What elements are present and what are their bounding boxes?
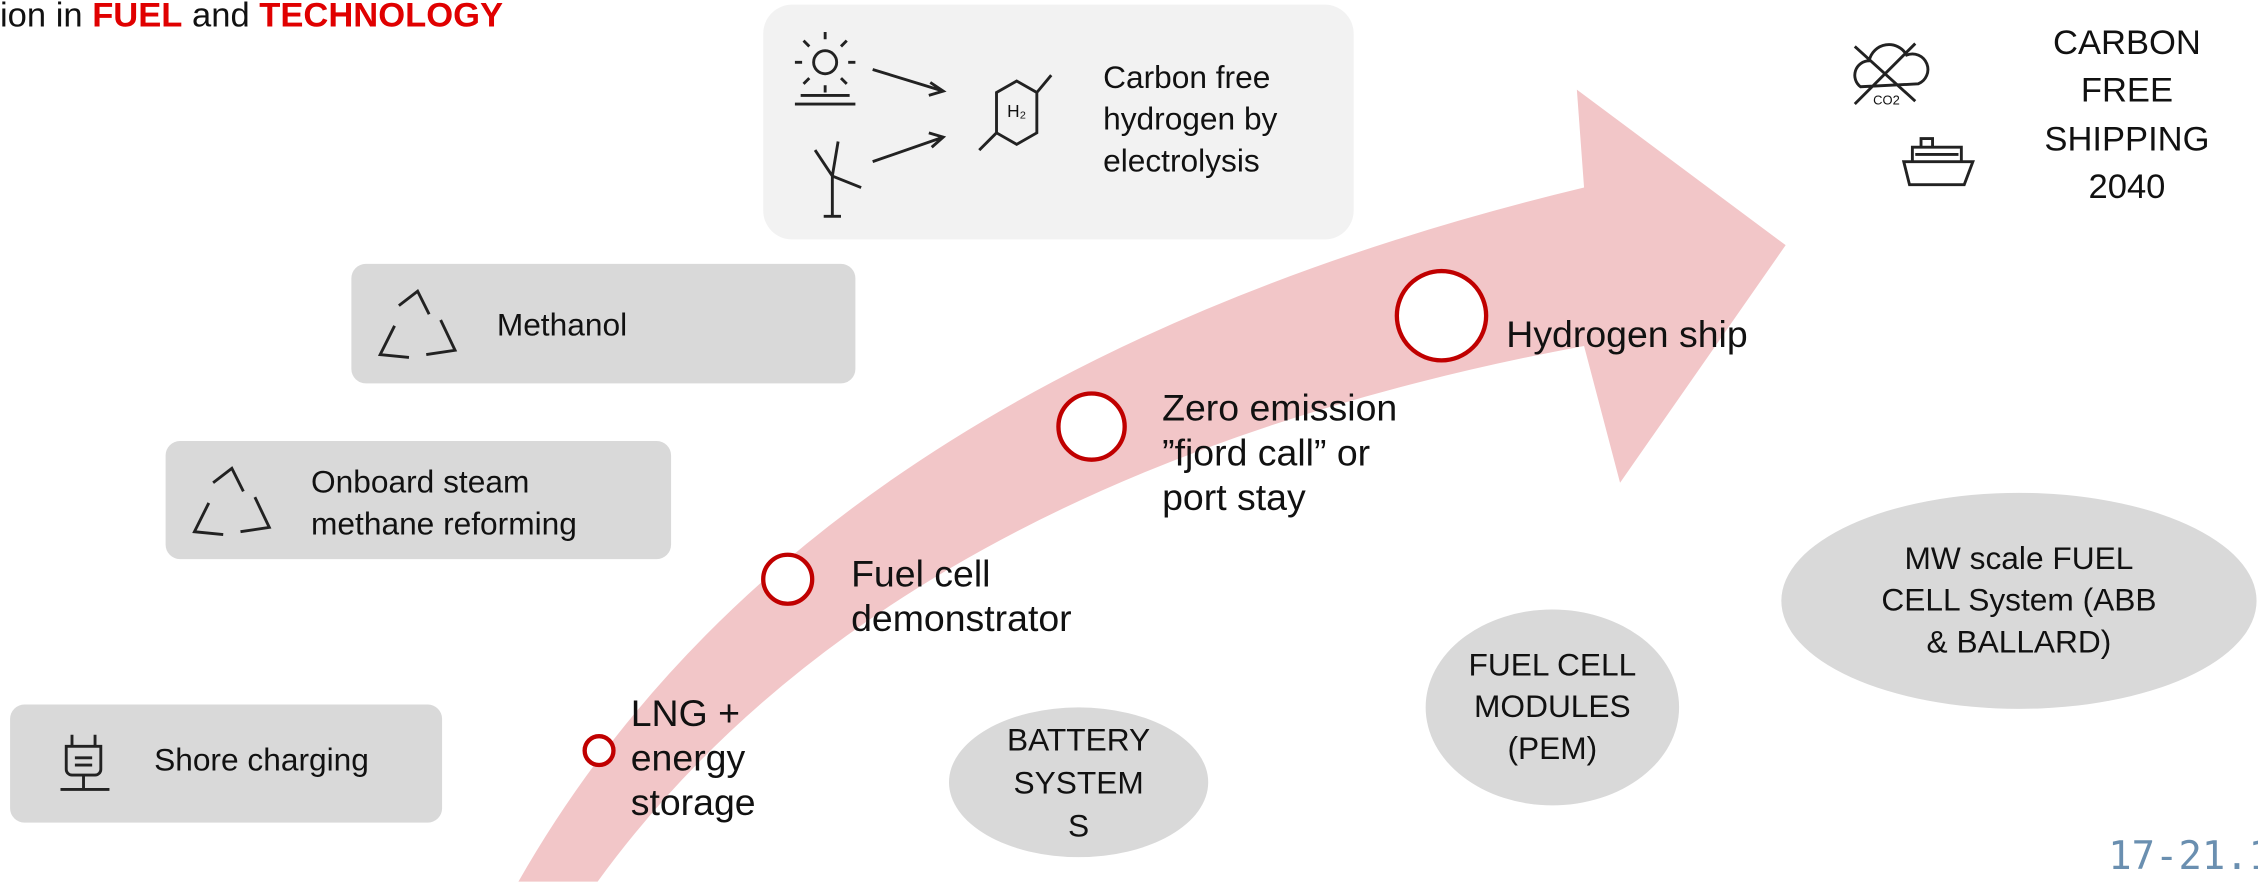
goal-label: 2040 — [2089, 168, 2166, 206]
fuel-label: methane reforming — [311, 505, 577, 541]
milestone-label: energy — [631, 737, 746, 779]
milestone-label: port stay — [1162, 476, 1306, 518]
hydrogen-icon — [978, 74, 1053, 152]
header-technology: TECHNOLOGY — [259, 0, 503, 35]
technology-label: SYSTEM — [1013, 765, 1143, 801]
fuel-label: Shore charging — [154, 742, 369, 778]
goal-label: SHIPPING — [2044, 121, 2209, 159]
fuel-box — [763, 4, 1354, 240]
technology-label: S — [1068, 808, 1089, 844]
milestone-label: demonstrator — [851, 597, 1072, 639]
milestone-marker — [582, 734, 616, 768]
fuel-box — [10, 704, 443, 823]
header: ion in FUEL and TECHNOLOGY — [0, 0, 503, 35]
goal-label: FREE — [2081, 72, 2173, 110]
co2-icon-part — [1853, 42, 1930, 106]
sun-icon-part — [812, 49, 839, 76]
goal-label: CARBON — [2053, 24, 2201, 62]
milestone-marker — [1394, 268, 1489, 363]
fuel-label: Onboard steam — [311, 464, 529, 500]
technology-label: BATTERY — [1007, 721, 1150, 757]
milestone-label: LNG + — [631, 692, 740, 734]
co2-icon-label: CO2 — [1873, 93, 1900, 108]
technology-label: CELL System (ABB — [1881, 582, 2156, 618]
milestone-marker — [1056, 391, 1127, 462]
arrows-icon — [872, 68, 947, 163]
sun-icon — [794, 32, 856, 106]
wind-turbine-icon-part — [813, 141, 862, 218]
technology-bubble — [948, 707, 1209, 858]
milestone-label: Zero emission — [1162, 387, 1397, 429]
hydrogen-symbol: H₂ — [1007, 101, 1026, 121]
fuel-label: Methanol — [497, 307, 627, 343]
technology-label: (PEM) — [1508, 730, 1598, 766]
milestone-label: Fuel cell — [851, 552, 990, 594]
hydrogen-icon-part — [978, 74, 1053, 152]
header-prefix: ion in — [0, 0, 83, 35]
co2-icon — [1853, 42, 1930, 106]
technology-label: MODULES — [1474, 688, 1631, 724]
fuel-box — [165, 441, 672, 560]
fuel-label: Carbon free — [1103, 59, 1270, 95]
fuel-label: electrolysis — [1103, 142, 1260, 178]
milestone-label: ”fjord call” or — [1162, 431, 1370, 473]
header-fuel: FUEL — [92, 0, 182, 35]
wind-turbine-icon — [813, 141, 862, 218]
ship-icon-part — [1901, 137, 1975, 187]
technology-label: FUEL CELL — [1468, 646, 1636, 682]
fuel-box — [351, 263, 856, 384]
ship-icon — [1901, 137, 1975, 187]
recycle-icon — [192, 466, 272, 537]
footer-date: 17-21.1 — [2108, 834, 2258, 879]
plug-icon — [60, 734, 110, 791]
sun-icon-part — [794, 32, 856, 106]
milestone-marker — [761, 552, 815, 606]
milestone-label: storage — [631, 781, 756, 823]
milestone-label: Hydrogen ship — [1506, 313, 1747, 355]
technology-bubble — [1425, 609, 1680, 806]
technology-label: & BALLARD) — [1927, 623, 2112, 659]
recycle-icon — [377, 289, 458, 359]
technology-label: MW scale FUEL — [1905, 540, 2134, 576]
fuel-label: hydrogen by — [1103, 101, 1277, 137]
header-and: and — [192, 0, 250, 35]
milestone-labels: LNG + energy storage Fuel cell demonstra… — [631, 313, 1748, 823]
arrows-icon-part — [872, 68, 947, 163]
technology-bubble — [1781, 492, 2257, 709]
milestone-markers — [582, 268, 1489, 768]
